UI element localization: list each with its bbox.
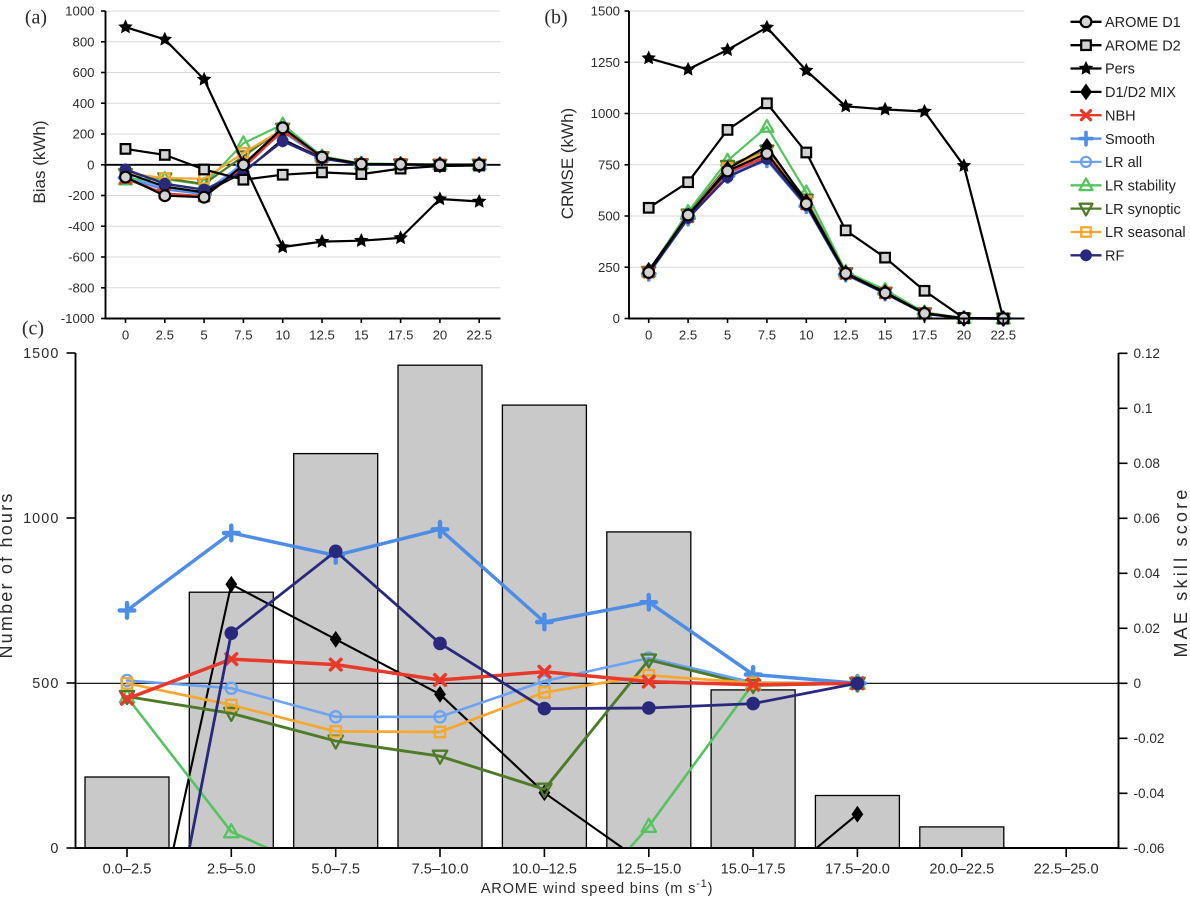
svg-text:5: 5 xyxy=(724,327,731,342)
svg-text:1000: 1000 xyxy=(23,511,59,527)
svg-text:0: 0 xyxy=(645,327,652,342)
svg-text:2.5: 2.5 xyxy=(679,327,697,342)
svg-text:15: 15 xyxy=(354,327,369,342)
svg-text:7.5: 7.5 xyxy=(234,327,252,342)
svg-text:0.02: 0.02 xyxy=(1134,621,1160,636)
svg-text:MAE skill score: MAE skill score xyxy=(1171,486,1190,657)
svg-text:0.08: 0.08 xyxy=(1134,456,1160,471)
svg-text:12.5: 12.5 xyxy=(309,327,335,342)
svg-text:0.12: 0.12 xyxy=(1134,346,1160,361)
svg-text:5: 5 xyxy=(200,327,207,342)
svg-text:22.5–25.0: 22.5–25.0 xyxy=(1034,862,1099,878)
svg-text:RF: RF xyxy=(1105,249,1124,265)
svg-text:22.5: 22.5 xyxy=(990,327,1016,342)
svg-text:LR synoptic: LR synoptic xyxy=(1105,202,1181,218)
svg-text:250: 250 xyxy=(598,260,620,275)
svg-text:20.0–22.5: 20.0–22.5 xyxy=(929,862,994,878)
svg-text:17.5–20.0: 17.5–20.0 xyxy=(825,862,890,878)
svg-text:-200: -200 xyxy=(68,188,94,203)
svg-text:7.5–10.0: 7.5–10.0 xyxy=(412,862,469,878)
svg-text:-800: -800 xyxy=(68,280,94,295)
svg-text:-600: -600 xyxy=(68,250,94,265)
svg-text:Number of hours: Number of hours xyxy=(0,491,16,658)
svg-text:CRMSE (kWh): CRMSE (kWh) xyxy=(558,108,577,219)
svg-text:0.0–2.5: 0.0–2.5 xyxy=(103,862,152,878)
svg-text:LR seasonal: LR seasonal xyxy=(1105,225,1186,241)
svg-text:AROME D2: AROME D2 xyxy=(1105,38,1181,54)
svg-text:1000: 1000 xyxy=(591,106,620,121)
svg-text:0: 0 xyxy=(50,841,59,857)
svg-text:2.5–5.0: 2.5–5.0 xyxy=(207,862,256,878)
svg-text:Smooth: Smooth xyxy=(1105,132,1155,148)
svg-text:LR stability: LR stability xyxy=(1105,178,1177,194)
svg-text:1500: 1500 xyxy=(23,346,59,362)
svg-text:0.1: 0.1 xyxy=(1134,401,1153,416)
svg-text:20: 20 xyxy=(957,327,972,342)
svg-text:-0.02: -0.02 xyxy=(1134,731,1165,746)
svg-text:0: 0 xyxy=(1134,676,1142,691)
svg-text:AROME wind speed bins (m s-1): AROME wind speed bins (m s-1) xyxy=(481,878,714,897)
svg-text:-400: -400 xyxy=(68,219,94,234)
svg-text:0.04: 0.04 xyxy=(1134,566,1161,581)
svg-text:Pers: Pers xyxy=(1105,62,1135,78)
svg-text:(a): (a) xyxy=(25,7,47,29)
svg-text:10: 10 xyxy=(275,327,290,342)
svg-text:NBH: NBH xyxy=(1105,108,1136,124)
svg-text:20: 20 xyxy=(433,327,448,342)
svg-text:(c): (c) xyxy=(22,318,44,340)
svg-text:1500: 1500 xyxy=(591,4,620,19)
svg-text:-1000: -1000 xyxy=(61,311,95,326)
svg-text:200: 200 xyxy=(72,127,94,142)
svg-text:800: 800 xyxy=(72,34,94,49)
svg-text:Bias (kWh): Bias (kWh) xyxy=(30,120,49,203)
svg-text:10.0–12.5: 10.0–12.5 xyxy=(512,862,577,878)
svg-text:600: 600 xyxy=(72,65,94,80)
svg-text:1250: 1250 xyxy=(591,55,620,70)
svg-text:400: 400 xyxy=(72,96,94,111)
svg-text:12.5: 12.5 xyxy=(833,327,859,342)
svg-text:2.5: 2.5 xyxy=(156,327,174,342)
svg-text:750: 750 xyxy=(598,157,620,172)
svg-text:-0.04: -0.04 xyxy=(1134,786,1165,801)
svg-text:1000: 1000 xyxy=(65,4,94,19)
svg-text:0.06: 0.06 xyxy=(1134,511,1160,526)
svg-text:17.5: 17.5 xyxy=(912,327,938,342)
svg-text:(b): (b) xyxy=(544,7,567,29)
svg-text:7.5: 7.5 xyxy=(758,327,776,342)
svg-text:5.0–7.5: 5.0–7.5 xyxy=(311,862,360,878)
svg-text:0: 0 xyxy=(122,327,129,342)
svg-text:17.5: 17.5 xyxy=(388,327,414,342)
svg-text:500: 500 xyxy=(32,676,59,692)
svg-text:15: 15 xyxy=(878,327,893,342)
svg-text:12.5–15.0: 12.5–15.0 xyxy=(616,862,681,878)
svg-text:0: 0 xyxy=(87,157,94,172)
svg-text:10: 10 xyxy=(799,327,814,342)
svg-text:LR all: LR all xyxy=(1105,155,1142,171)
svg-text:0: 0 xyxy=(613,311,620,326)
svg-text:D1/D2 MIX: D1/D2 MIX xyxy=(1105,85,1176,101)
svg-text:-0.06: -0.06 xyxy=(1134,841,1165,856)
svg-text:15.0–17.5: 15.0–17.5 xyxy=(721,862,786,878)
svg-text:AROME D1: AROME D1 xyxy=(1105,15,1181,31)
svg-text:500: 500 xyxy=(598,209,620,224)
svg-text:22.5: 22.5 xyxy=(466,327,492,342)
